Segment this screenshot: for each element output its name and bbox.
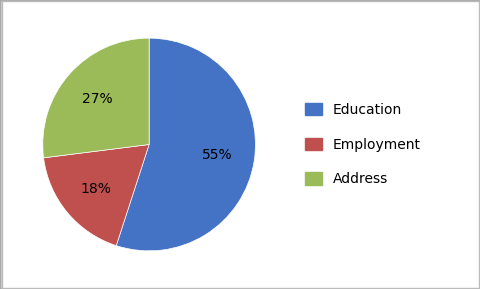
Legend: Education, Employment, Address: Education, Employment, Address: [304, 103, 420, 186]
Text: 27%: 27%: [82, 92, 112, 106]
Text: 18%: 18%: [80, 181, 111, 196]
Wedge shape: [44, 144, 149, 246]
Wedge shape: [116, 38, 255, 251]
Text: 55%: 55%: [202, 148, 232, 162]
Wedge shape: [43, 38, 149, 158]
